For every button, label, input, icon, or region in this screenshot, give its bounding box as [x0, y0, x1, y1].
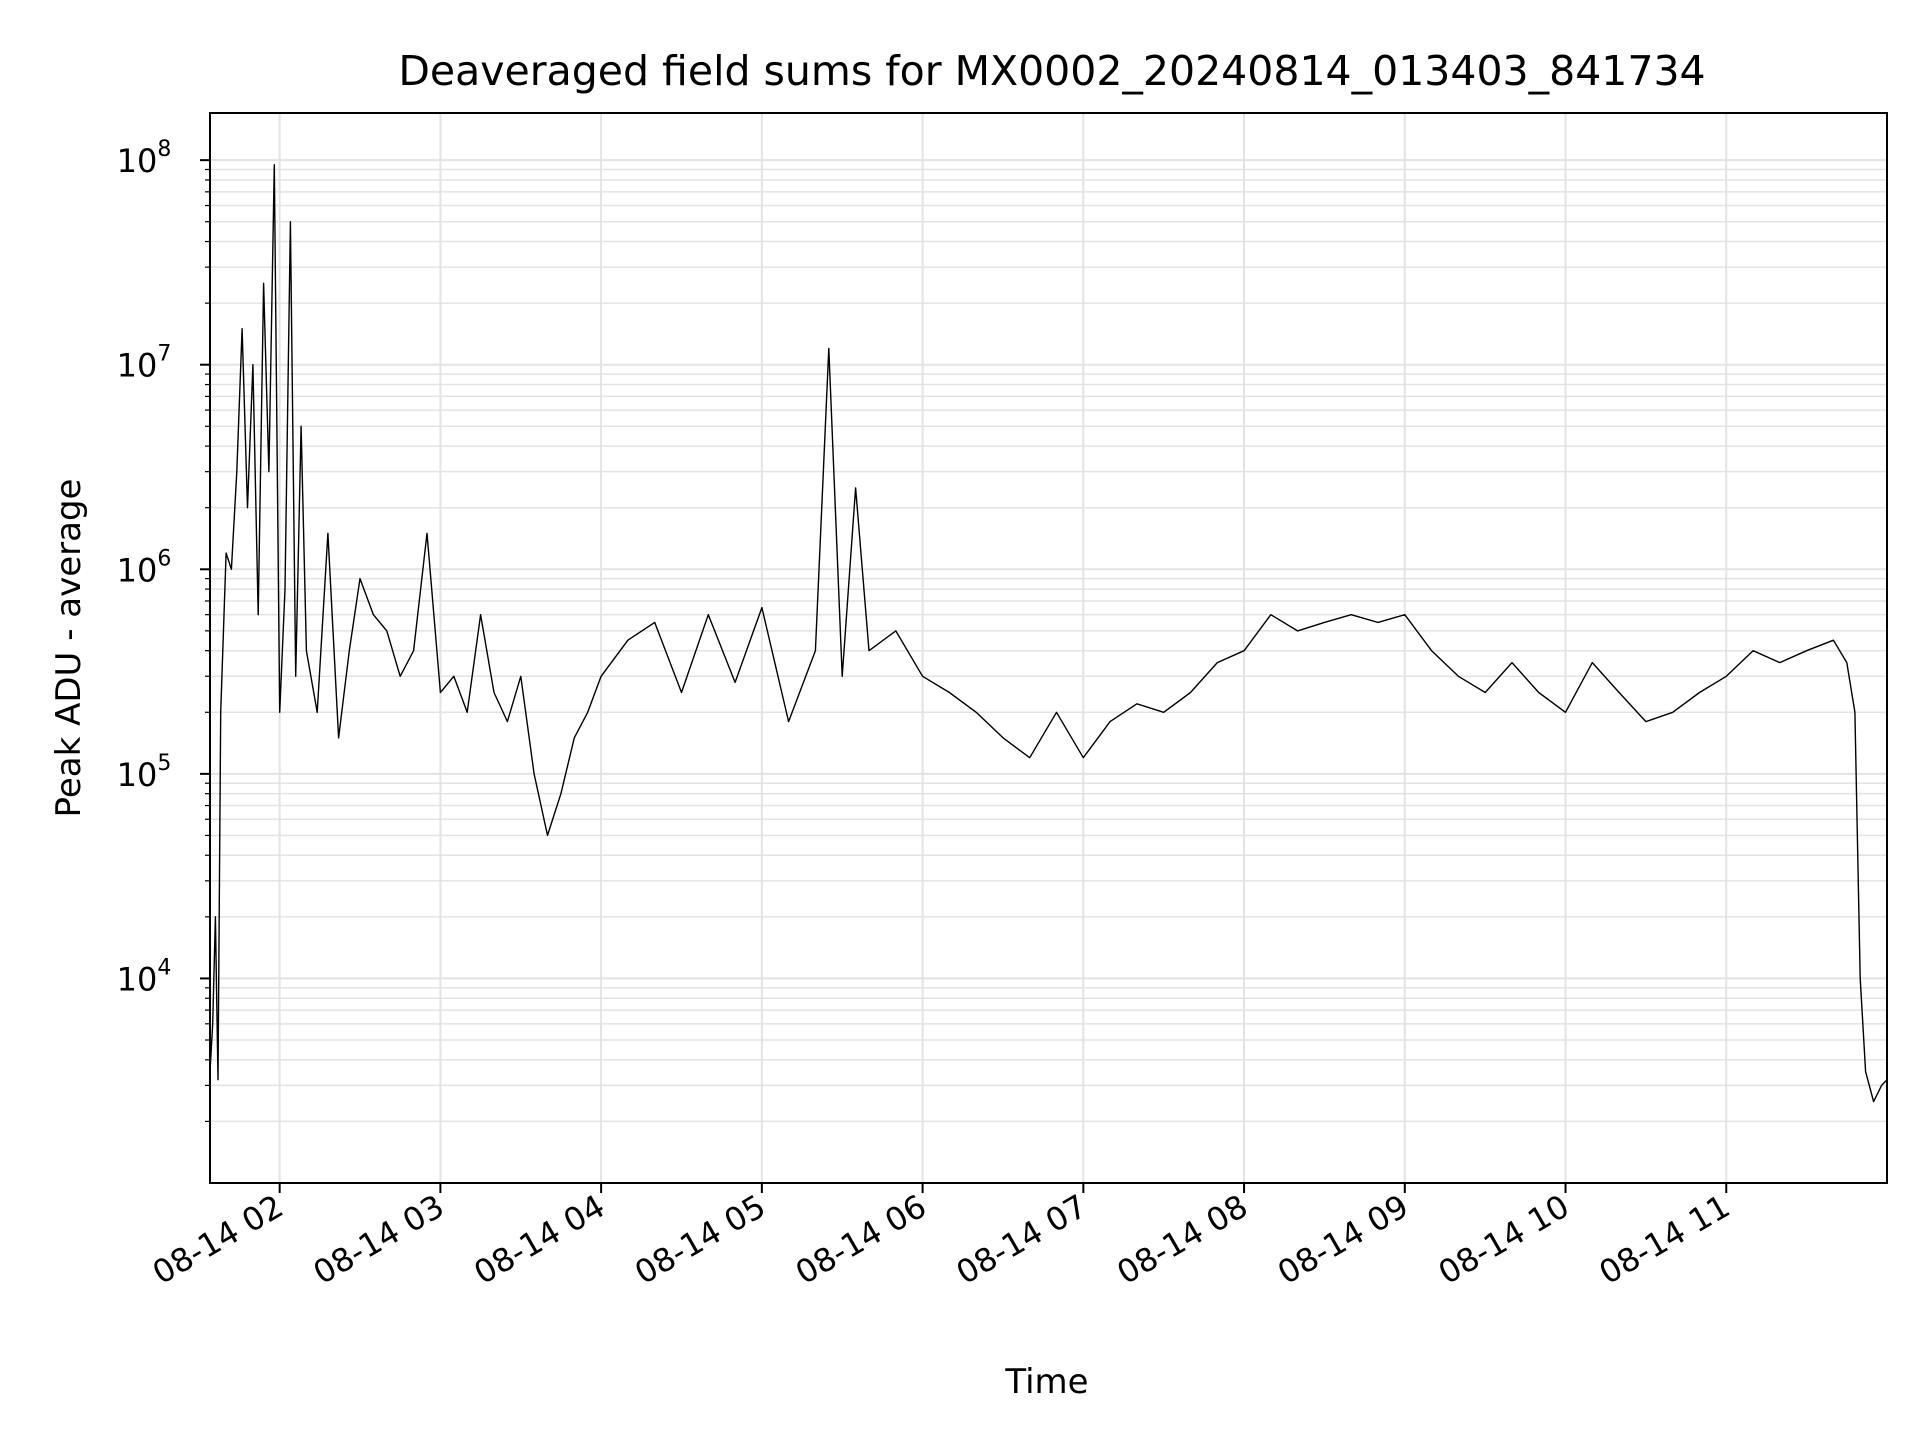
y-tick-base: 10 — [117, 960, 158, 998]
plot-area — [209, 163, 1888, 1103]
y-tick-label: 106 — [117, 546, 172, 589]
y-tick-label: 108 — [117, 137, 172, 180]
y-tick-base: 10 — [117, 142, 158, 180]
y-axis-label: Peak ADU - average — [49, 479, 89, 818]
chart-title: Deaveraged field sums for MX0002_2024081… — [398, 47, 1705, 95]
y-tick-label: 105 — [117, 751, 172, 794]
y-tick-base: 10 — [117, 347, 158, 385]
axes-frame — [209, 112, 1888, 1184]
y-tick-exponent: 6 — [157, 546, 171, 571]
y-tick-label: 104 — [117, 955, 172, 998]
y-tick-base: 10 — [117, 756, 158, 794]
y-tick-label: 107 — [117, 342, 172, 385]
grid — [210, 113, 1887, 1184]
series-line-0 — [209, 163, 1888, 1103]
y-tick-exponent: 4 — [157, 955, 171, 980]
y-tick-base: 10 — [117, 551, 158, 589]
y-tick-exponent: 8 — [157, 137, 171, 162]
x-axis-label: Time — [1004, 1362, 1088, 1402]
y-tick-exponent: 7 — [157, 342, 171, 367]
y-tick-exponent: 5 — [157, 751, 171, 776]
